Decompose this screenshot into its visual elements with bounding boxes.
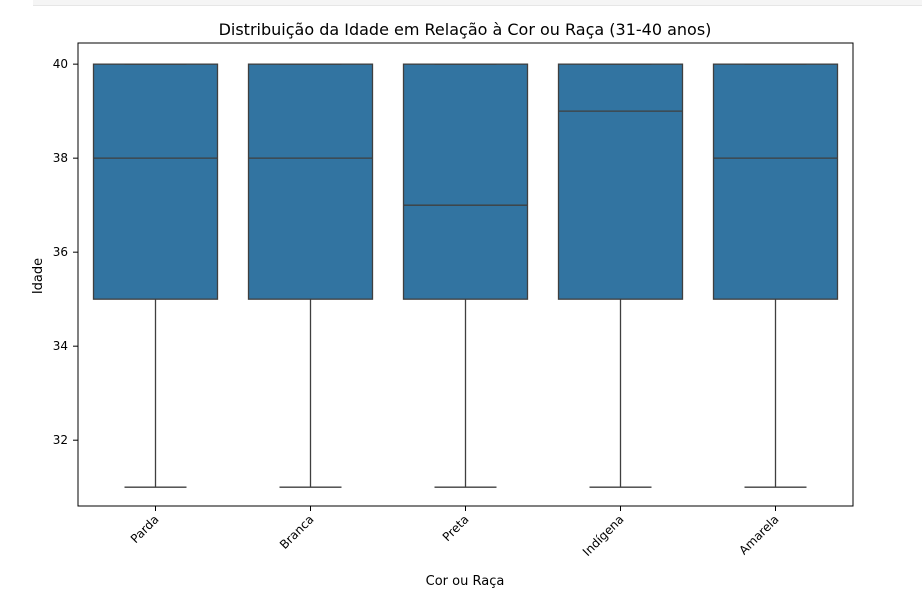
x-tick-label: Indígena — [580, 512, 627, 559]
x-tick-label: Preta — [440, 512, 472, 544]
y-tick-label: 32 — [53, 433, 68, 447]
box-group — [712, 63, 839, 488]
box-iqr — [92, 63, 219, 300]
y-tick-label: 36 — [53, 245, 68, 259]
box-group — [402, 63, 529, 488]
y-tick-label: 40 — [53, 57, 68, 71]
box-iqr — [247, 63, 374, 300]
chart-title: Distribuição da Idade em Relação à Cor o… — [219, 20, 712, 39]
window-top-strip — [33, 0, 922, 6]
x-tick-label: Branca — [277, 512, 317, 552]
x-axis: Parda Branca Preta Indígena Amarela — [128, 506, 782, 559]
x-tick-label: Amarela — [736, 512, 781, 557]
x-axis-label: Cor ou Raça — [426, 574, 505, 589]
y-tick-label: 34 — [53, 339, 68, 353]
box-iqr — [712, 63, 839, 300]
box-iqr — [402, 63, 529, 300]
x-tick-label: Parda — [128, 512, 162, 546]
box-iqr — [557, 63, 684, 300]
y-axis-label: Idade — [31, 258, 46, 294]
y-tick-label: 38 — [53, 151, 68, 165]
y-axis: 32 34 36 38 40 — [53, 57, 78, 447]
box-group — [92, 63, 219, 488]
plot-area — [92, 63, 839, 488]
box-group — [557, 63, 684, 488]
box-group — [247, 63, 374, 488]
